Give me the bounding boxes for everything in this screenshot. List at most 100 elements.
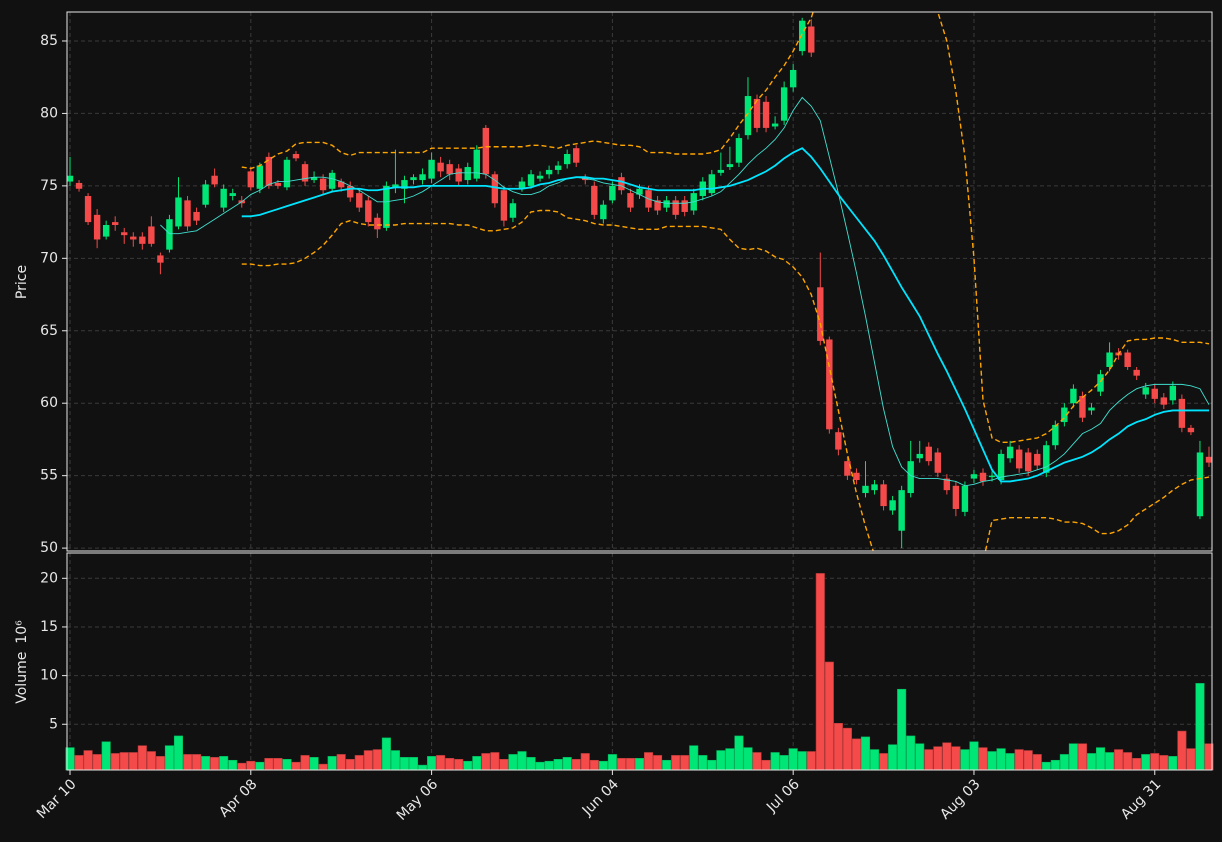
candle-body: [310, 177, 318, 181]
volume-bar: [1186, 748, 1196, 771]
volume-bar: [833, 722, 843, 771]
overlay-line: [160, 96, 1210, 487]
candle-body: [419, 174, 426, 181]
candle-body: [844, 461, 851, 476]
y-tick-label: 10: [40, 668, 58, 684]
price-axis-label: Price: [14, 265, 30, 299]
volume-bar: [924, 749, 934, 771]
volume-bar: [662, 759, 672, 771]
candle-body: [780, 87, 788, 121]
volume-bar: [653, 755, 663, 771]
volume-bar: [1005, 753, 1015, 771]
volume-bar: [119, 752, 129, 771]
candle-body: [907, 461, 914, 494]
candle-body: [654, 200, 661, 211]
volume-bar: [137, 745, 147, 771]
volume-bar: [463, 760, 473, 771]
volume-bar: [255, 761, 265, 771]
candle-body: [1142, 387, 1149, 395]
candle-body: [111, 222, 119, 225]
candle-body: [789, 69, 797, 88]
volume-bar: [978, 747, 988, 771]
volume-bar: [300, 755, 310, 771]
candle-body: [256, 165, 264, 189]
volume-bar: [246, 760, 256, 771]
volume-bar: [418, 764, 428, 771]
candle-body: [1061, 407, 1068, 423]
volume-bar: [192, 754, 202, 771]
candle-body: [753, 98, 761, 128]
candle-body: [148, 226, 155, 244]
overlay-line: [241, 209, 1210, 551]
candle-body: [554, 165, 562, 170]
volume-bar: [472, 756, 482, 771]
volume-bar: [1068, 743, 1078, 771]
y-tick-label: 50: [40, 540, 58, 556]
candle-body: [563, 153, 571, 165]
candle-body: [826, 339, 833, 430]
volume-bar: [399, 757, 409, 771]
candle-body: [265, 156, 273, 186]
candle-body: [328, 172, 336, 189]
candle-body: [1187, 427, 1195, 433]
volume-bar: [182, 754, 193, 771]
candle-body: [157, 255, 164, 263]
candle-body: [663, 200, 670, 208]
overlay-line: [241, 147, 1209, 483]
candle-body: [93, 214, 101, 240]
plot-frame: [66, 11, 1213, 552]
candle-body: [383, 185, 390, 228]
candle-body: [1205, 456, 1213, 463]
volume-bar: [824, 661, 834, 771]
volume-bar: [671, 755, 681, 771]
candle-body: [573, 148, 580, 163]
candle-body: [708, 174, 716, 194]
y-tick-label: 65: [40, 323, 58, 339]
volume-bar: [345, 758, 355, 771]
volume-bar: [1132, 758, 1142, 771]
volume-bar: [897, 688, 907, 771]
candle-body: [401, 180, 408, 189]
y-tick-label: 85: [40, 33, 58, 49]
volume-bar: [797, 751, 807, 771]
candle-body: [482, 127, 490, 175]
volume-bar: [128, 752, 138, 771]
volume-bar: [1086, 753, 1097, 771]
volume-bar: [716, 750, 726, 771]
candle-body: [437, 162, 444, 172]
volume-bar: [996, 748, 1006, 771]
candle-body: [545, 169, 553, 175]
candle-body: [744, 96, 752, 136]
volume-bar: [110, 753, 120, 771]
overlay-line: [241, 12, 1210, 444]
volume-bar: [164, 745, 174, 771]
candle-body: [808, 26, 815, 53]
candle-body: [102, 224, 110, 237]
volume-bar: [879, 753, 889, 771]
candle-body: [337, 181, 345, 188]
candle-body: [319, 178, 327, 191]
candle-body: [491, 174, 499, 204]
volume-bar: [526, 757, 536, 771]
volume-bar: [761, 759, 771, 771]
candle-body: [500, 190, 508, 221]
overlays: [160, 12, 1210, 551]
volume-bar: [210, 757, 220, 771]
candle-body: [139, 236, 146, 244]
y-tick-label: 70: [40, 250, 58, 266]
candle-body: [636, 188, 643, 195]
candle-body: [600, 204, 607, 220]
volume-bar: [580, 753, 590, 771]
candle-body: [988, 475, 996, 478]
candle-body: [771, 123, 779, 127]
volume-bar: [1059, 754, 1069, 771]
candle-body: [1052, 424, 1059, 446]
volume-bar: [1177, 730, 1187, 771]
volume-bar: [1141, 754, 1151, 771]
volume-bar: [1096, 747, 1106, 771]
candle-body: [410, 177, 417, 181]
volume-bar: [589, 759, 599, 771]
candle-body: [609, 185, 616, 201]
